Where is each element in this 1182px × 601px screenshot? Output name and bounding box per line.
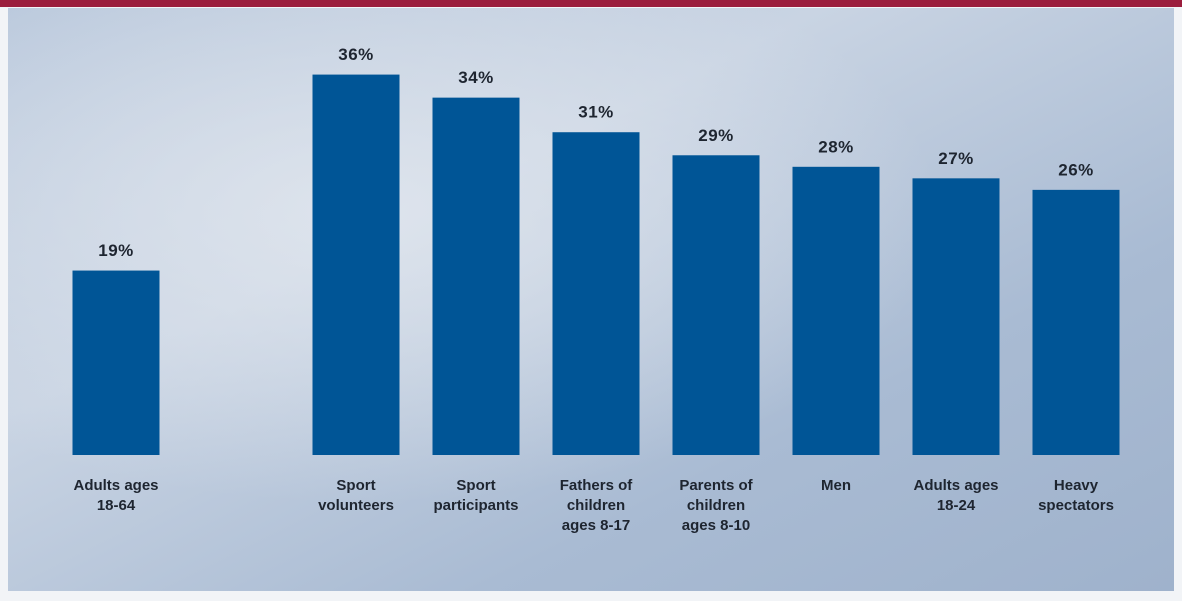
bar: [672, 155, 760, 455]
category-label: Fathers of children ages 8-17: [560, 477, 634, 534]
value-label: 26%: [1058, 160, 1094, 179]
value-label: 29%: [698, 126, 734, 145]
value-label: 19%: [98, 241, 134, 260]
category-label: Men: [821, 477, 851, 494]
bar: [792, 166, 880, 456]
value-label: 27%: [938, 149, 974, 168]
value-label: 28%: [818, 137, 854, 156]
value-label: 34%: [458, 68, 494, 87]
bar: [432, 97, 520, 455]
bar: [912, 178, 1000, 456]
top-band: [0, 0, 1182, 7]
value-label: 36%: [338, 45, 374, 64]
category-label: Adults ages 18-24: [913, 477, 998, 514]
bar: [552, 132, 640, 455]
category-label: Parents of children ages 8-10: [679, 477, 753, 534]
category-label: Adults ages 18-64: [73, 477, 158, 514]
bar: [312, 74, 400, 455]
bar: [72, 270, 160, 455]
category-label: Heavy spectators: [1038, 477, 1114, 514]
category-label: Sport participants: [433, 477, 518, 514]
category-label: Sport volunteers: [318, 477, 394, 514]
value-label: 31%: [578, 103, 614, 122]
bar: [1032, 189, 1120, 455]
